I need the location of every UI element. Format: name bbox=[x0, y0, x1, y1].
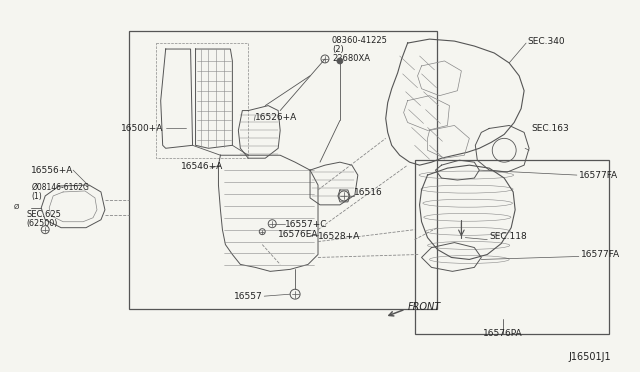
Text: 16576EA: 16576EA bbox=[278, 230, 319, 239]
Text: 16557+C: 16557+C bbox=[285, 220, 328, 229]
Text: Ø: Ø bbox=[13, 204, 19, 210]
Text: (1): (1) bbox=[31, 192, 42, 201]
Text: (2): (2) bbox=[332, 45, 344, 54]
Text: 16557: 16557 bbox=[234, 292, 262, 301]
Text: 16526+A: 16526+A bbox=[255, 113, 298, 122]
Text: 22680XA: 22680XA bbox=[332, 54, 370, 63]
Text: SEC.625: SEC.625 bbox=[26, 210, 61, 219]
Text: 16577FA: 16577FA bbox=[581, 250, 620, 259]
Text: 08360-41225: 08360-41225 bbox=[332, 36, 388, 45]
Text: Ø08146-6162G: Ø08146-6162G bbox=[31, 183, 89, 192]
Text: 16577FA: 16577FA bbox=[579, 171, 618, 180]
Text: (62500): (62500) bbox=[26, 219, 58, 228]
Text: 16500+A: 16500+A bbox=[122, 124, 164, 133]
Text: 16576PA: 16576PA bbox=[483, 329, 523, 338]
Text: J16501J1: J16501J1 bbox=[568, 352, 611, 362]
Text: 16546+A: 16546+A bbox=[180, 162, 223, 171]
Text: SEC.163: SEC.163 bbox=[531, 124, 569, 133]
Bar bbox=[415, 160, 609, 334]
Text: SEC.118: SEC.118 bbox=[489, 232, 527, 241]
Text: 16556+A: 16556+A bbox=[31, 166, 73, 174]
Bar bbox=[129, 31, 438, 309]
Text: FRONT: FRONT bbox=[408, 302, 441, 312]
Text: SEC.340: SEC.340 bbox=[527, 37, 564, 46]
Text: 16528+A: 16528+A bbox=[318, 232, 360, 241]
Circle shape bbox=[337, 58, 343, 64]
Text: 16516: 16516 bbox=[354, 189, 383, 198]
